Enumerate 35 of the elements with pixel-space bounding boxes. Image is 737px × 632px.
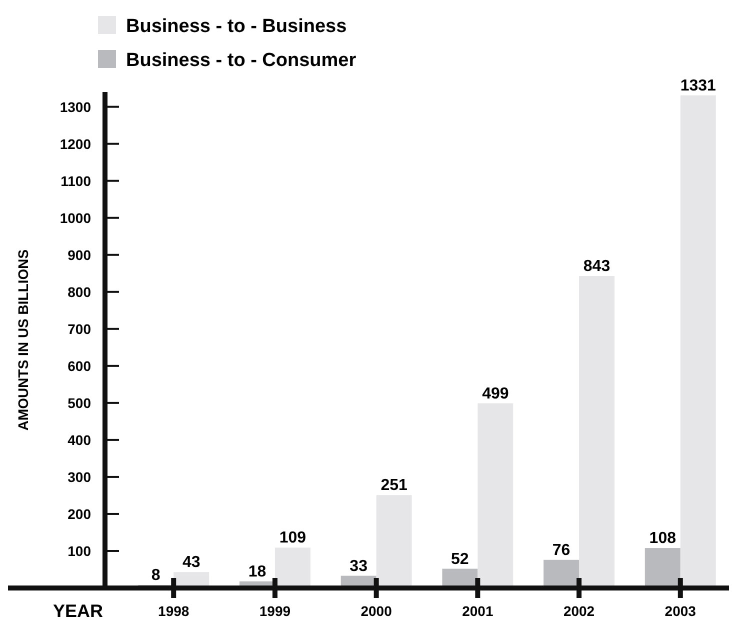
data-label: 843 — [583, 258, 610, 275]
x-axis-title: YEAR — [53, 601, 104, 621]
y-tick-label: 600 — [68, 358, 92, 374]
x-tick-label: 2001 — [462, 603, 494, 619]
y-tick-label: 200 — [68, 506, 92, 522]
x-tick-label: 1998 — [158, 603, 190, 619]
data-label: 109 — [279, 530, 306, 547]
legend-label: Business - to - Consumer — [126, 50, 357, 71]
data-label: 33 — [350, 558, 368, 575]
y-axis-title: AMOUNTS IN US BILLIONS — [15, 249, 31, 431]
y-tick-label: 1300 — [60, 98, 92, 115]
data-label: 76 — [552, 542, 570, 559]
y-tick-label: 400 — [68, 432, 92, 448]
y-tick-label: 1000 — [60, 210, 92, 226]
y-tick-label: 1100 — [60, 172, 92, 189]
x-tick-label: 2002 — [563, 603, 595, 619]
data-label: 52 — [451, 550, 469, 568]
legend-label: Business - to - Business — [126, 16, 347, 37]
y-tick-label: 100 — [68, 542, 92, 559]
y-tick-label: 1200 — [60, 136, 92, 152]
y-tick-label: 900 — [68, 246, 92, 263]
x-tick-label: 2000 — [360, 603, 392, 619]
data-label: 43 — [182, 554, 200, 572]
y-tick-label: 800 — [68, 284, 92, 300]
data-label: 1331 — [680, 77, 716, 94]
data-label: 18 — [248, 563, 266, 580]
y-tick-label: 500 — [68, 394, 92, 411]
data-label: 108 — [649, 530, 676, 548]
y-tick-label: 700 — [68, 320, 92, 337]
data-label: 251 — [380, 477, 408, 494]
x-tick-label: 2003 — [664, 603, 696, 619]
data-label: 8 — [151, 567, 160, 584]
data-label: 499 — [482, 385, 509, 402]
y-tick-label: 300 — [68, 468, 92, 485]
x-tick-label: 1999 — [259, 603, 291, 619]
